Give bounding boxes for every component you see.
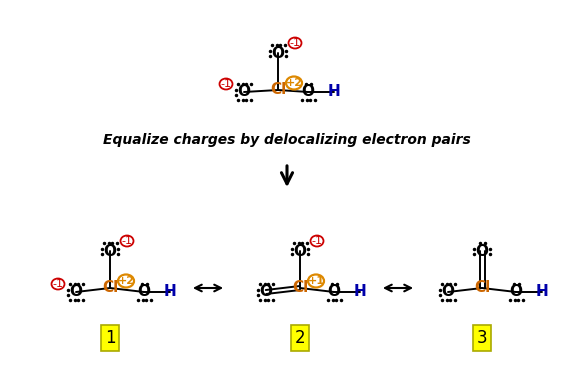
- Text: H: H: [164, 284, 176, 300]
- Text: O: O: [510, 284, 522, 300]
- Text: H: H: [328, 85, 340, 99]
- Text: -1: -1: [289, 38, 301, 48]
- Text: O: O: [259, 284, 273, 300]
- Text: H: H: [536, 284, 548, 300]
- Text: -1: -1: [52, 279, 64, 289]
- Text: Cl: Cl: [102, 280, 118, 296]
- Text: +2: +2: [118, 276, 134, 286]
- Text: Cl: Cl: [270, 83, 286, 98]
- Text: O: O: [103, 243, 117, 259]
- Text: +2: +2: [285, 78, 302, 88]
- Text: -1: -1: [122, 236, 133, 246]
- Text: O: O: [238, 85, 250, 99]
- Text: Equalize charges by delocalizing electron pairs: Equalize charges by delocalizing electro…: [103, 133, 471, 147]
- Text: -1: -1: [312, 236, 323, 246]
- Text: O: O: [138, 284, 150, 300]
- Text: O: O: [328, 284, 340, 300]
- Text: O: O: [272, 46, 285, 60]
- Text: -1: -1: [220, 79, 231, 89]
- Text: H: H: [354, 284, 366, 300]
- Text: O: O: [441, 284, 455, 300]
- Text: Cl: Cl: [474, 280, 490, 296]
- Text: O: O: [301, 85, 315, 99]
- Text: O: O: [69, 284, 83, 300]
- Text: Cl: Cl: [292, 280, 308, 296]
- Text: +1: +1: [308, 276, 324, 286]
- Text: 1: 1: [104, 329, 115, 347]
- Text: O: O: [293, 243, 307, 259]
- Text: 2: 2: [294, 329, 305, 347]
- Text: O: O: [475, 243, 488, 259]
- Text: 3: 3: [476, 329, 487, 347]
